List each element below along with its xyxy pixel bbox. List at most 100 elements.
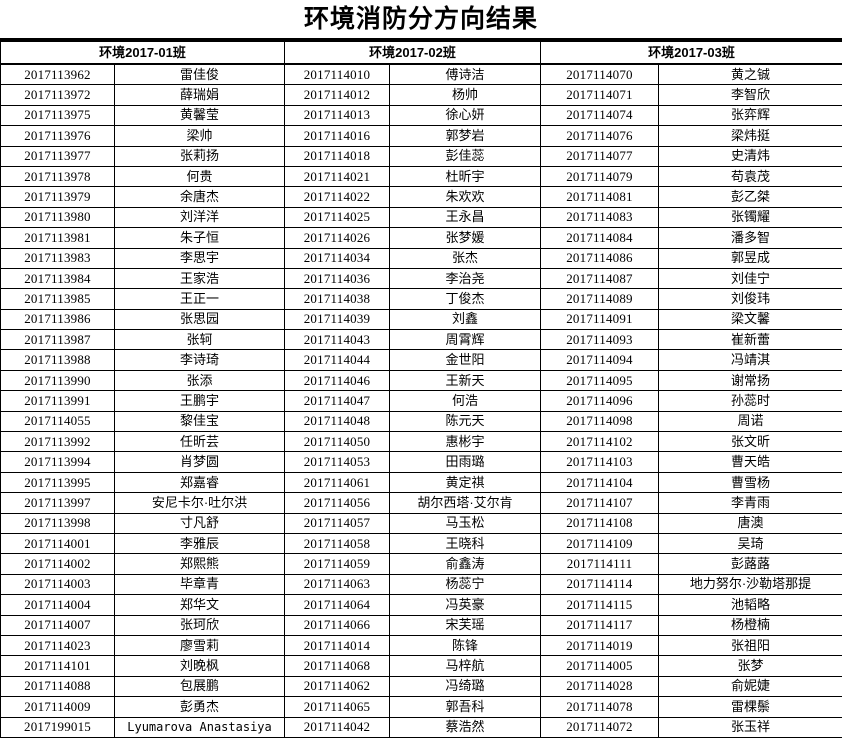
student-name-cell-class-01[interactable]: 朱子恒 [115, 228, 285, 248]
student-id-cell-class-01[interactable]: 2017114023 [1, 635, 115, 655]
student-id-cell-class-03[interactable]: 2017114071 [541, 85, 659, 105]
student-name-cell-class-01[interactable]: 李雅辰 [115, 533, 285, 553]
student-id-cell-class-01[interactable]: 2017113986 [1, 309, 115, 329]
student-id-cell-class-03[interactable]: 2017114028 [541, 676, 659, 696]
student-name-cell-class-01[interactable]: 郑嘉睿 [115, 472, 285, 492]
student-id-cell-class-01[interactable]: 2017113984 [1, 268, 115, 288]
student-id-cell-class-02[interactable]: 2017114068 [285, 656, 390, 676]
student-name-cell-class-03[interactable]: 张祖阳 [659, 635, 842, 655]
student-name-cell-class-01[interactable]: 王正一 [115, 289, 285, 309]
student-name-cell-class-02[interactable]: 何浩 [390, 391, 541, 411]
student-id-cell-class-01[interactable]: 2017114003 [1, 574, 115, 594]
student-id-cell-class-01[interactable]: 2017113985 [1, 289, 115, 309]
student-id-cell-class-03[interactable]: 2017114094 [541, 350, 659, 370]
student-name-cell-class-03[interactable]: 张镯耀 [659, 207, 842, 227]
student-name-cell-class-02[interactable]: 胡尔西塔·艾尔肯 [390, 493, 541, 513]
student-id-cell-class-02[interactable]: 2017114065 [285, 697, 390, 717]
student-name-cell-class-02[interactable]: 俞鑫涛 [390, 554, 541, 574]
student-id-cell-class-03[interactable]: 2017114076 [541, 126, 659, 146]
student-name-cell-class-02[interactable]: 徐心妍 [390, 105, 541, 125]
student-name-cell-class-03[interactable]: 黄之铖 [659, 64, 842, 85]
student-id-cell-class-02[interactable]: 2017114053 [285, 452, 390, 472]
student-id-cell-class-02[interactable]: 2017114021 [285, 166, 390, 186]
student-id-cell-class-03[interactable]: 2017114117 [541, 615, 659, 635]
student-id-cell-class-02[interactable]: 2017114056 [285, 493, 390, 513]
student-name-cell-class-01[interactable]: 余唐杰 [115, 187, 285, 207]
student-name-cell-class-03[interactable]: 冯靖淇 [659, 350, 842, 370]
student-id-cell-class-03[interactable]: 2017114078 [541, 697, 659, 717]
student-id-cell-class-03[interactable]: 2017114077 [541, 146, 659, 166]
student-name-cell-class-02[interactable]: 马梓航 [390, 656, 541, 676]
student-name-cell-class-03[interactable]: 苟袁茂 [659, 166, 842, 186]
student-id-cell-class-01[interactable]: 2017113978 [1, 166, 115, 186]
student-id-cell-class-02[interactable]: 2017114043 [285, 330, 390, 350]
student-id-cell-class-01[interactable]: 2017113995 [1, 472, 115, 492]
student-id-cell-class-02[interactable]: 2017114038 [285, 289, 390, 309]
student-id-cell-class-01[interactable]: 2017114009 [1, 697, 115, 717]
student-id-cell-class-01[interactable]: 2017113972 [1, 85, 115, 105]
student-id-cell-class-01[interactable]: 2017113983 [1, 248, 115, 268]
student-name-cell-class-03[interactable]: 刘佳宁 [659, 268, 842, 288]
student-name-cell-class-03[interactable]: 李智欣 [659, 85, 842, 105]
student-id-cell-class-02[interactable]: 2017114016 [285, 126, 390, 146]
student-name-cell-class-02[interactable]: 丁俊杰 [390, 289, 541, 309]
student-id-cell-class-02[interactable]: 2017114050 [285, 432, 390, 452]
student-id-cell-class-02[interactable]: 2017114013 [285, 105, 390, 125]
student-name-cell-class-03[interactable]: 梁文馨 [659, 309, 842, 329]
student-name-cell-class-02[interactable]: 陈元天 [390, 411, 541, 431]
student-name-cell-class-02[interactable]: 冯英豪 [390, 595, 541, 615]
student-name-cell-class-01[interactable]: 张珂欣 [115, 615, 285, 635]
student-id-cell-class-02[interactable]: 2017114059 [285, 554, 390, 574]
student-id-cell-class-02[interactable]: 2017114066 [285, 615, 390, 635]
student-name-cell-class-01[interactable]: 梁帅 [115, 126, 285, 146]
student-name-cell-class-02[interactable]: 蔡浩然 [390, 717, 541, 737]
student-id-cell-class-01[interactable]: 2017114007 [1, 615, 115, 635]
student-name-cell-class-01[interactable]: 包展鹏 [115, 676, 285, 696]
student-id-cell-class-03[interactable]: 2017114083 [541, 207, 659, 227]
student-name-cell-class-03[interactable]: 谢常扬 [659, 370, 842, 390]
student-name-cell-class-02[interactable]: 王新天 [390, 370, 541, 390]
student-id-cell-class-01[interactable]: 2017113998 [1, 513, 115, 533]
student-id-cell-class-01[interactable]: 2017114004 [1, 595, 115, 615]
student-name-cell-class-02[interactable]: 张杰 [390, 248, 541, 268]
student-name-cell-class-01[interactable]: 郑华文 [115, 595, 285, 615]
student-id-cell-class-03[interactable]: 2017114005 [541, 656, 659, 676]
student-name-cell-class-03[interactable]: 史清炜 [659, 146, 842, 166]
student-name-cell-class-01[interactable]: 张思园 [115, 309, 285, 329]
student-name-cell-class-01[interactable]: 王鹏宇 [115, 391, 285, 411]
student-id-cell-class-02[interactable]: 2017114042 [285, 717, 390, 737]
student-name-cell-class-03[interactable]: 俞妮婕 [659, 676, 842, 696]
student-name-cell-class-03[interactable]: 郭昱成 [659, 248, 842, 268]
student-id-cell-class-01[interactable]: 2017113976 [1, 126, 115, 146]
student-name-cell-class-02[interactable]: 马玉松 [390, 513, 541, 533]
student-name-cell-class-02[interactable]: 王晓科 [390, 533, 541, 553]
student-id-cell-class-03[interactable]: 2017114070 [541, 64, 659, 85]
student-name-cell-class-01[interactable]: 彭勇杰 [115, 697, 285, 717]
student-name-cell-class-02[interactable]: 田雨璐 [390, 452, 541, 472]
student-name-cell-class-01[interactable]: 李思宇 [115, 248, 285, 268]
student-name-cell-class-03[interactable]: 地力努尔·沙勒塔那提 [659, 574, 842, 594]
student-name-cell-class-03[interactable]: 池韬略 [659, 595, 842, 615]
student-id-cell-class-03[interactable]: 2017114091 [541, 309, 659, 329]
student-id-cell-class-01[interactable]: 2017113988 [1, 350, 115, 370]
student-name-cell-class-03[interactable]: 张弈辉 [659, 105, 842, 125]
student-name-cell-class-03[interactable]: 梁炜挺 [659, 126, 842, 146]
student-name-cell-class-02[interactable]: 刘鑫 [390, 309, 541, 329]
student-name-cell-class-01[interactable]: 郑熙熊 [115, 554, 285, 574]
student-id-cell-class-02[interactable]: 2017114061 [285, 472, 390, 492]
student-id-cell-class-03[interactable]: 2017114079 [541, 166, 659, 186]
student-id-cell-class-03[interactable]: 2017114089 [541, 289, 659, 309]
student-name-cell-class-01[interactable]: 任昕芸 [115, 432, 285, 452]
student-id-cell-class-02[interactable]: 2017114039 [285, 309, 390, 329]
student-name-cell-class-03[interactable]: 孙蕊时 [659, 391, 842, 411]
student-id-cell-class-01[interactable]: 2017113981 [1, 228, 115, 248]
student-id-cell-class-03[interactable]: 2017114104 [541, 472, 659, 492]
student-name-cell-class-03[interactable]: 曹天皓 [659, 452, 842, 472]
student-id-cell-class-03[interactable]: 2017114103 [541, 452, 659, 472]
student-id-cell-class-03[interactable]: 2017114087 [541, 268, 659, 288]
student-name-cell-class-01[interactable]: 寸凡舒 [115, 513, 285, 533]
student-id-cell-class-02[interactable]: 2017114025 [285, 207, 390, 227]
student-name-cell-class-03[interactable]: 唐澳 [659, 513, 842, 533]
student-name-cell-class-03[interactable]: 雷棵鬃 [659, 697, 842, 717]
student-name-cell-class-02[interactable]: 杨蕊宁 [390, 574, 541, 594]
